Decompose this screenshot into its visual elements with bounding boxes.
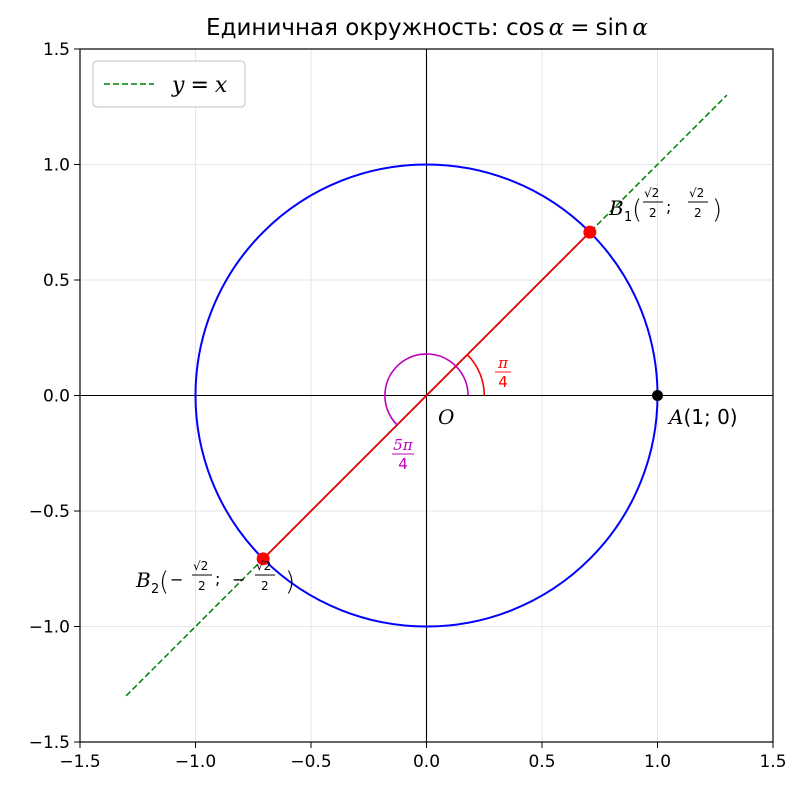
label-b2-minus1: − <box>170 570 183 589</box>
label-b1-den1: 2 <box>649 206 657 220</box>
y-tick-label-3: 0.0 <box>43 387 70 407</box>
x-tick-label-1: −1.0 <box>175 752 216 772</box>
label-angle-pi4: π 4 <box>495 354 511 391</box>
label-b2-den2: 2 <box>261 579 269 593</box>
y-tick-label-5: 1.0 <box>43 156 70 176</box>
radius-segment <box>262 231 591 560</box>
label-b1-close-paren: ) <box>712 195 722 225</box>
x-tick-label-5: 1.0 <box>644 752 671 772</box>
label-origin: O <box>438 405 454 429</box>
label-b1-open-paren: ( <box>632 195 642 225</box>
x-tick-label-6: 1.5 <box>759 752 786 772</box>
point-b2 <box>256 552 270 566</box>
y-tick-label-6: 1.5 <box>43 40 70 60</box>
y-tick-label-2: −0.5 <box>29 502 70 522</box>
x-tick-label-3: 0.0 <box>413 752 440 772</box>
label-b1-semicolon: ; <box>666 197 671 216</box>
label-b2-den1: 2 <box>198 579 206 593</box>
chart-title: Единичная окружность: cos α = sin α <box>206 15 648 41</box>
y-tick-label-4: 0.5 <box>43 271 70 291</box>
x-tick-label-2: −0.5 <box>290 752 331 772</box>
label-b2-num1: √2 <box>193 559 208 573</box>
point-b1 <box>583 225 597 239</box>
plot-marks <box>256 225 663 566</box>
label-b2-num2: √2 <box>256 559 271 573</box>
label-b2-subscript: 2 <box>151 582 159 597</box>
angle-pi4-numerator: π <box>497 354 509 372</box>
label-b1-den2: 2 <box>694 206 702 220</box>
angle-arc-0 <box>466 354 486 396</box>
label-b1-subscript: 1 <box>624 210 632 225</box>
angle-5pi4-denominator: 4 <box>398 455 408 473</box>
label-b2-semicolon: ; <box>215 569 220 588</box>
label-b1-num2: √2 <box>689 186 704 200</box>
legend-label-yx: y = x <box>171 73 228 98</box>
tick-labels: −1.5 −1.0 −0.5 0.0 0.5 1.0 1.5−1.5−1.0−0.50.00… <box>29 40 787 772</box>
label-b1: B 1 ( √2 2 ; √2 2 ) <box>608 186 722 225</box>
label-b2-close-paren: ) <box>285 567 295 597</box>
angle-5pi4-numerator: 5π <box>393 436 414 454</box>
label-b1-num1: √2 <box>644 186 659 200</box>
label-b2-minus2: − <box>232 570 245 589</box>
legend-box <box>92 60 246 108</box>
label-b2-name: B <box>135 568 151 592</box>
point-a <box>652 390 663 401</box>
label-a: A(1; 0) <box>667 405 738 429</box>
legend: y = x <box>92 60 246 108</box>
x-tick-label-0: −1.5 <box>59 752 100 772</box>
label-b1-name: B <box>608 196 624 220</box>
y-tick-label-0: −1.5 <box>29 733 70 753</box>
label-b2-open-paren: ( <box>159 567 169 597</box>
label-angle-5pi4: 5π 4 <box>392 436 414 473</box>
label-b2: B 2 ( − √2 2 ; − √2 2 ) <box>135 559 295 597</box>
x-tick-label-4: 0.5 <box>528 752 555 772</box>
y-tick-label-1: −1.0 <box>29 618 70 638</box>
angle-arc-1 <box>384 353 469 426</box>
angle-pi4-denominator: 4 <box>498 373 508 391</box>
